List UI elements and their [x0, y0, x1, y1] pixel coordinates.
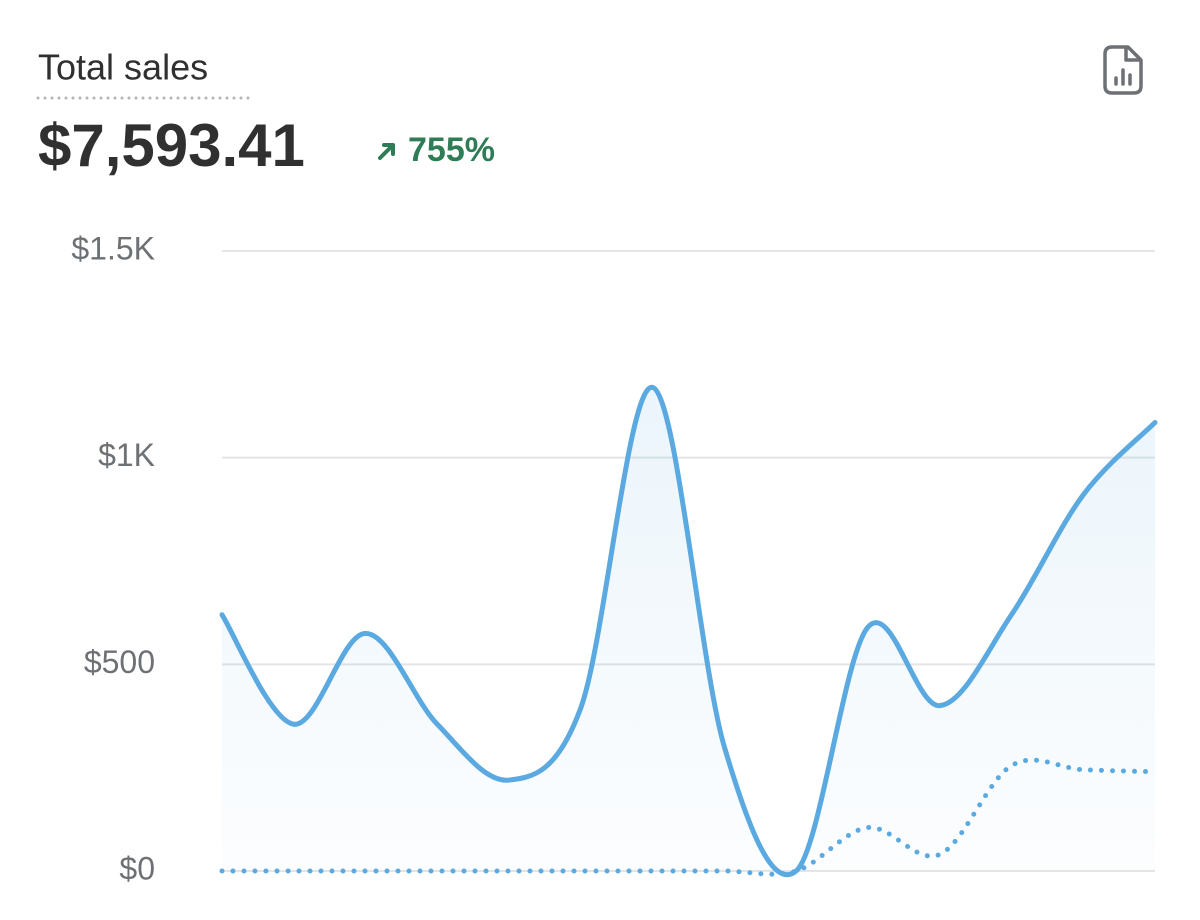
icon-bars — [1114, 68, 1132, 86]
y-tick-label: $1K — [98, 437, 155, 473]
icon-fold — [1124, 46, 1142, 62]
y-tick-label: $0 — [119, 850, 155, 886]
report-icon[interactable] — [1103, 45, 1143, 95]
chart-title[interactable]: Total sales — [38, 47, 208, 88]
change-indicator: 755% — [378, 131, 495, 169]
series-area — [222, 387, 1155, 875]
y-tick-label: $500 — [84, 644, 155, 680]
icon-outline — [1103, 45, 1143, 95]
change-value: 755% — [408, 131, 495, 169]
arrow-icon — [378, 143, 395, 160]
series-line — [219, 384, 1158, 878]
y-tick-label: $1.5K — [71, 230, 155, 266]
total-value: $7,593.41 — [38, 112, 305, 179]
